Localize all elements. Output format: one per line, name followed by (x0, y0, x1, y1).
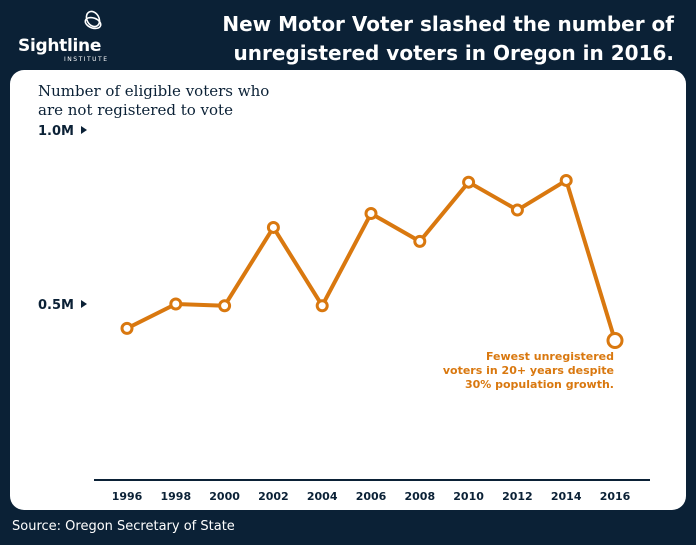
sightline-knot-icon (84, 10, 102, 30)
y-tick-arrow-icon (81, 126, 87, 134)
y-tick-label: 1.0M (38, 124, 74, 139)
x-tick-label: 1996 (112, 490, 143, 503)
x-tick-label: 2002 (258, 490, 289, 503)
x-tick-label: 2008 (404, 490, 435, 503)
data-point (218, 299, 232, 313)
annotation-line: voters in 20+ years despite (443, 364, 614, 377)
line-chart: 1.0M 0.5M 1996 1998 2000 2002 2004 2006 2008 2010… (38, 124, 650, 503)
data-point (169, 297, 183, 311)
x-tick-label: 2012 (502, 490, 533, 503)
data-point (413, 234, 427, 248)
series-line (125, 178, 617, 343)
x-tick-label: 2014 (551, 490, 582, 503)
data-point (266, 220, 280, 234)
data-point (120, 321, 134, 335)
x-tick-label: 2016 (600, 490, 631, 503)
annotation-line: Fewest unregistered (486, 350, 614, 363)
data-point (559, 173, 573, 187)
annotation-line: 30% population growth. (465, 378, 614, 391)
x-tick-label: 2004 (307, 490, 338, 503)
x-tick-label: 2006 (356, 490, 387, 503)
source-note: Source: Oregon Secretary of State (12, 519, 235, 534)
y-tick-label: 0.5M (38, 298, 74, 313)
x-tick-label: 2010 (453, 490, 484, 503)
highlight-point (606, 332, 624, 350)
y-tick-arrow-icon (81, 300, 87, 308)
brand-name: Sightline (18, 36, 102, 56)
x-tick-label: 2000 (209, 490, 240, 503)
data-point (510, 203, 524, 217)
data-point (315, 299, 329, 313)
data-point (462, 175, 476, 189)
brand-tagline: INSTITUTE (64, 56, 109, 63)
x-tick-label: 1998 (160, 490, 191, 503)
data-point (364, 207, 378, 221)
chart-card: Number of eligible voters who are not re… (10, 70, 686, 510)
headline: New Motor Voter slashed the number of un… (222, 12, 674, 65)
sightline-logo: Sightline INSTITUTE (18, 10, 128, 63)
chart-title: Number of eligible voters who are not re… (38, 82, 270, 119)
